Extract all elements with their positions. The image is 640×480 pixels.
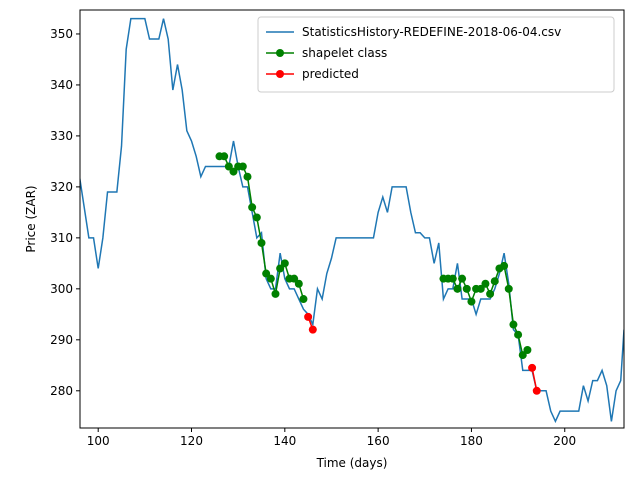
data-point bbox=[467, 297, 476, 306]
data-point bbox=[257, 238, 266, 247]
data-point bbox=[486, 289, 495, 298]
data-point bbox=[294, 279, 303, 288]
x-tick-label: 200 bbox=[553, 434, 576, 448]
data-point bbox=[504, 284, 513, 293]
data-point bbox=[518, 351, 527, 360]
data-point bbox=[266, 274, 275, 283]
data-point bbox=[248, 203, 257, 212]
data-point bbox=[490, 277, 499, 286]
data-point bbox=[528, 363, 537, 372]
data-point bbox=[280, 259, 289, 268]
data-point bbox=[532, 386, 541, 395]
data-point bbox=[271, 289, 280, 298]
data-point bbox=[500, 261, 509, 270]
data-point bbox=[229, 167, 238, 176]
data-point bbox=[220, 152, 229, 161]
x-tick-label: 120 bbox=[180, 434, 203, 448]
data-point bbox=[238, 162, 247, 171]
data-point bbox=[476, 284, 485, 293]
x-tick-label: 100 bbox=[87, 434, 110, 448]
data-point bbox=[448, 274, 457, 283]
legend-label: StatisticsHistory-REDEFINE-2018-06-04.cs… bbox=[302, 25, 561, 39]
data-point bbox=[304, 312, 313, 321]
legend-label: shapelet class bbox=[302, 46, 387, 60]
legend-label: predicted bbox=[302, 67, 359, 81]
data-point bbox=[299, 295, 308, 304]
data-point bbox=[262, 269, 271, 278]
x-tick-label: 160 bbox=[367, 434, 390, 448]
data-point bbox=[514, 330, 523, 339]
plot-area bbox=[80, 17, 624, 424]
y-tick-label: 290 bbox=[50, 333, 73, 347]
y-tick-label: 310 bbox=[50, 231, 73, 245]
data-point bbox=[290, 274, 299, 283]
y-tick-label: 340 bbox=[50, 78, 73, 92]
y-tick-label: 320 bbox=[50, 180, 73, 194]
data-point bbox=[252, 213, 261, 222]
data-point bbox=[224, 162, 233, 171]
data-point bbox=[276, 264, 285, 273]
data-point bbox=[481, 279, 490, 288]
legend-marker bbox=[276, 70, 284, 78]
legend-marker bbox=[276, 49, 284, 57]
data-point bbox=[458, 274, 467, 283]
y-tick-label: 300 bbox=[50, 282, 73, 296]
y-tick-label: 330 bbox=[50, 129, 73, 143]
data-point bbox=[509, 320, 518, 329]
x-axis-label: Time (days) bbox=[316, 456, 388, 470]
x-tick-label: 140 bbox=[273, 434, 296, 448]
data-point bbox=[308, 325, 317, 334]
x-tick-label: 180 bbox=[460, 434, 483, 448]
y-axis-label: Price (ZAR) bbox=[24, 185, 38, 252]
y-tick-label: 280 bbox=[50, 384, 73, 398]
axes-frame bbox=[79, 9, 625, 429]
data-point bbox=[523, 346, 532, 355]
y-tick-label: 350 bbox=[50, 27, 73, 41]
data-point bbox=[462, 284, 471, 293]
data-point bbox=[453, 284, 462, 293]
legend-box bbox=[257, 16, 615, 93]
data-point bbox=[243, 172, 252, 181]
